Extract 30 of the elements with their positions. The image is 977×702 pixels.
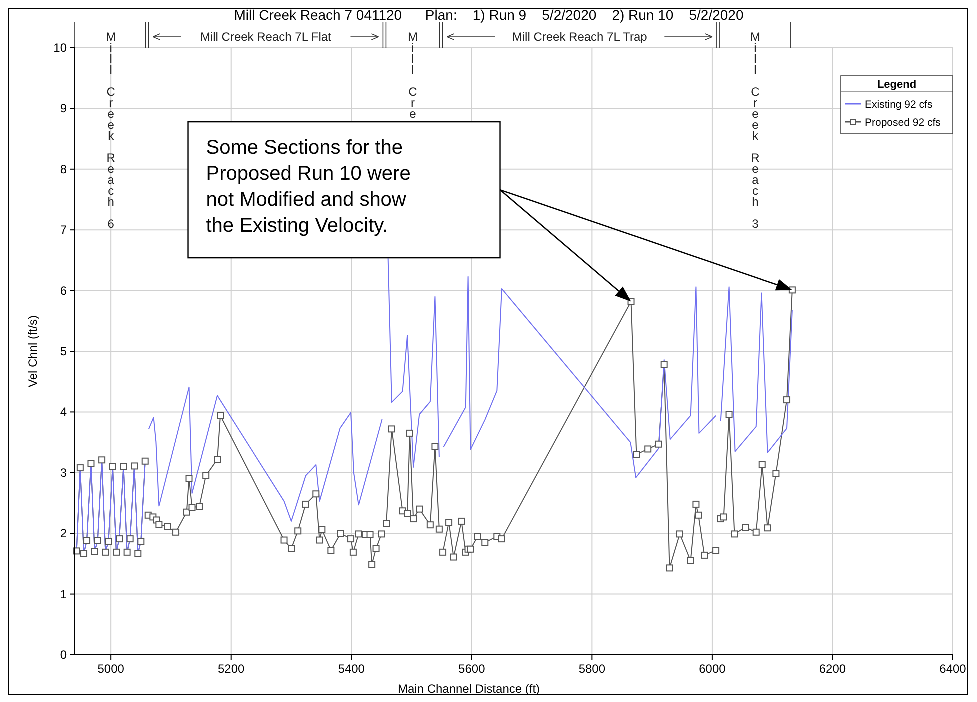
y-tick-label: 5 [60,344,68,358]
chart-title: Mill Creek Reach 7 041120 Plan: 1) Run 9 5/2/2020 2) Run 10 5/2/2020 [234,7,744,23]
legend-label: Existing 92 cfs [865,99,933,111]
legend-label: Proposed 92 cfs [865,117,941,129]
x-tick-label: 6200 [819,662,846,676]
x-tick-label: 6400 [940,662,967,676]
x-tick-label: 5800 [578,662,606,676]
y-tick-label: 4 [60,405,68,420]
y-tick-label: 8 [60,162,68,176]
legend-title: Legend [877,79,917,91]
y-tick-label: 7 [60,223,68,238]
x-tick-label: 6000 [699,662,726,676]
x-tick-label: 5200 [218,662,246,676]
text: Mill Creek Reach 3 [750,30,760,231]
text: Mill Creek Reach 7L Trap [512,30,648,44]
text: ek Reach 6 [106,118,116,231]
y-tick-label: 0 [60,648,68,662]
x-tick-label: 5400 [338,662,366,676]
y-tick-label: 9 [60,102,68,116]
y-tick-label: 3 [60,466,68,480]
text: Mill Creek Reach 7L Flat [200,30,332,44]
x-tick-label: 5000 [98,662,125,676]
text: Mill Cre [408,30,418,121]
y-tick-label: 6 [60,284,68,298]
y-tick-label: 10 [54,41,68,55]
y-axis-title: Vel Chnl (ft/s) [26,315,40,388]
annotation: Some Sections for the Proposed Run 10 were not Modified and show the Existing Velocity. [206,137,411,238]
y-tick-label: 1 [60,587,68,602]
y-tick-label: 2 [60,526,68,541]
x-tick-label: 5600 [458,662,486,676]
